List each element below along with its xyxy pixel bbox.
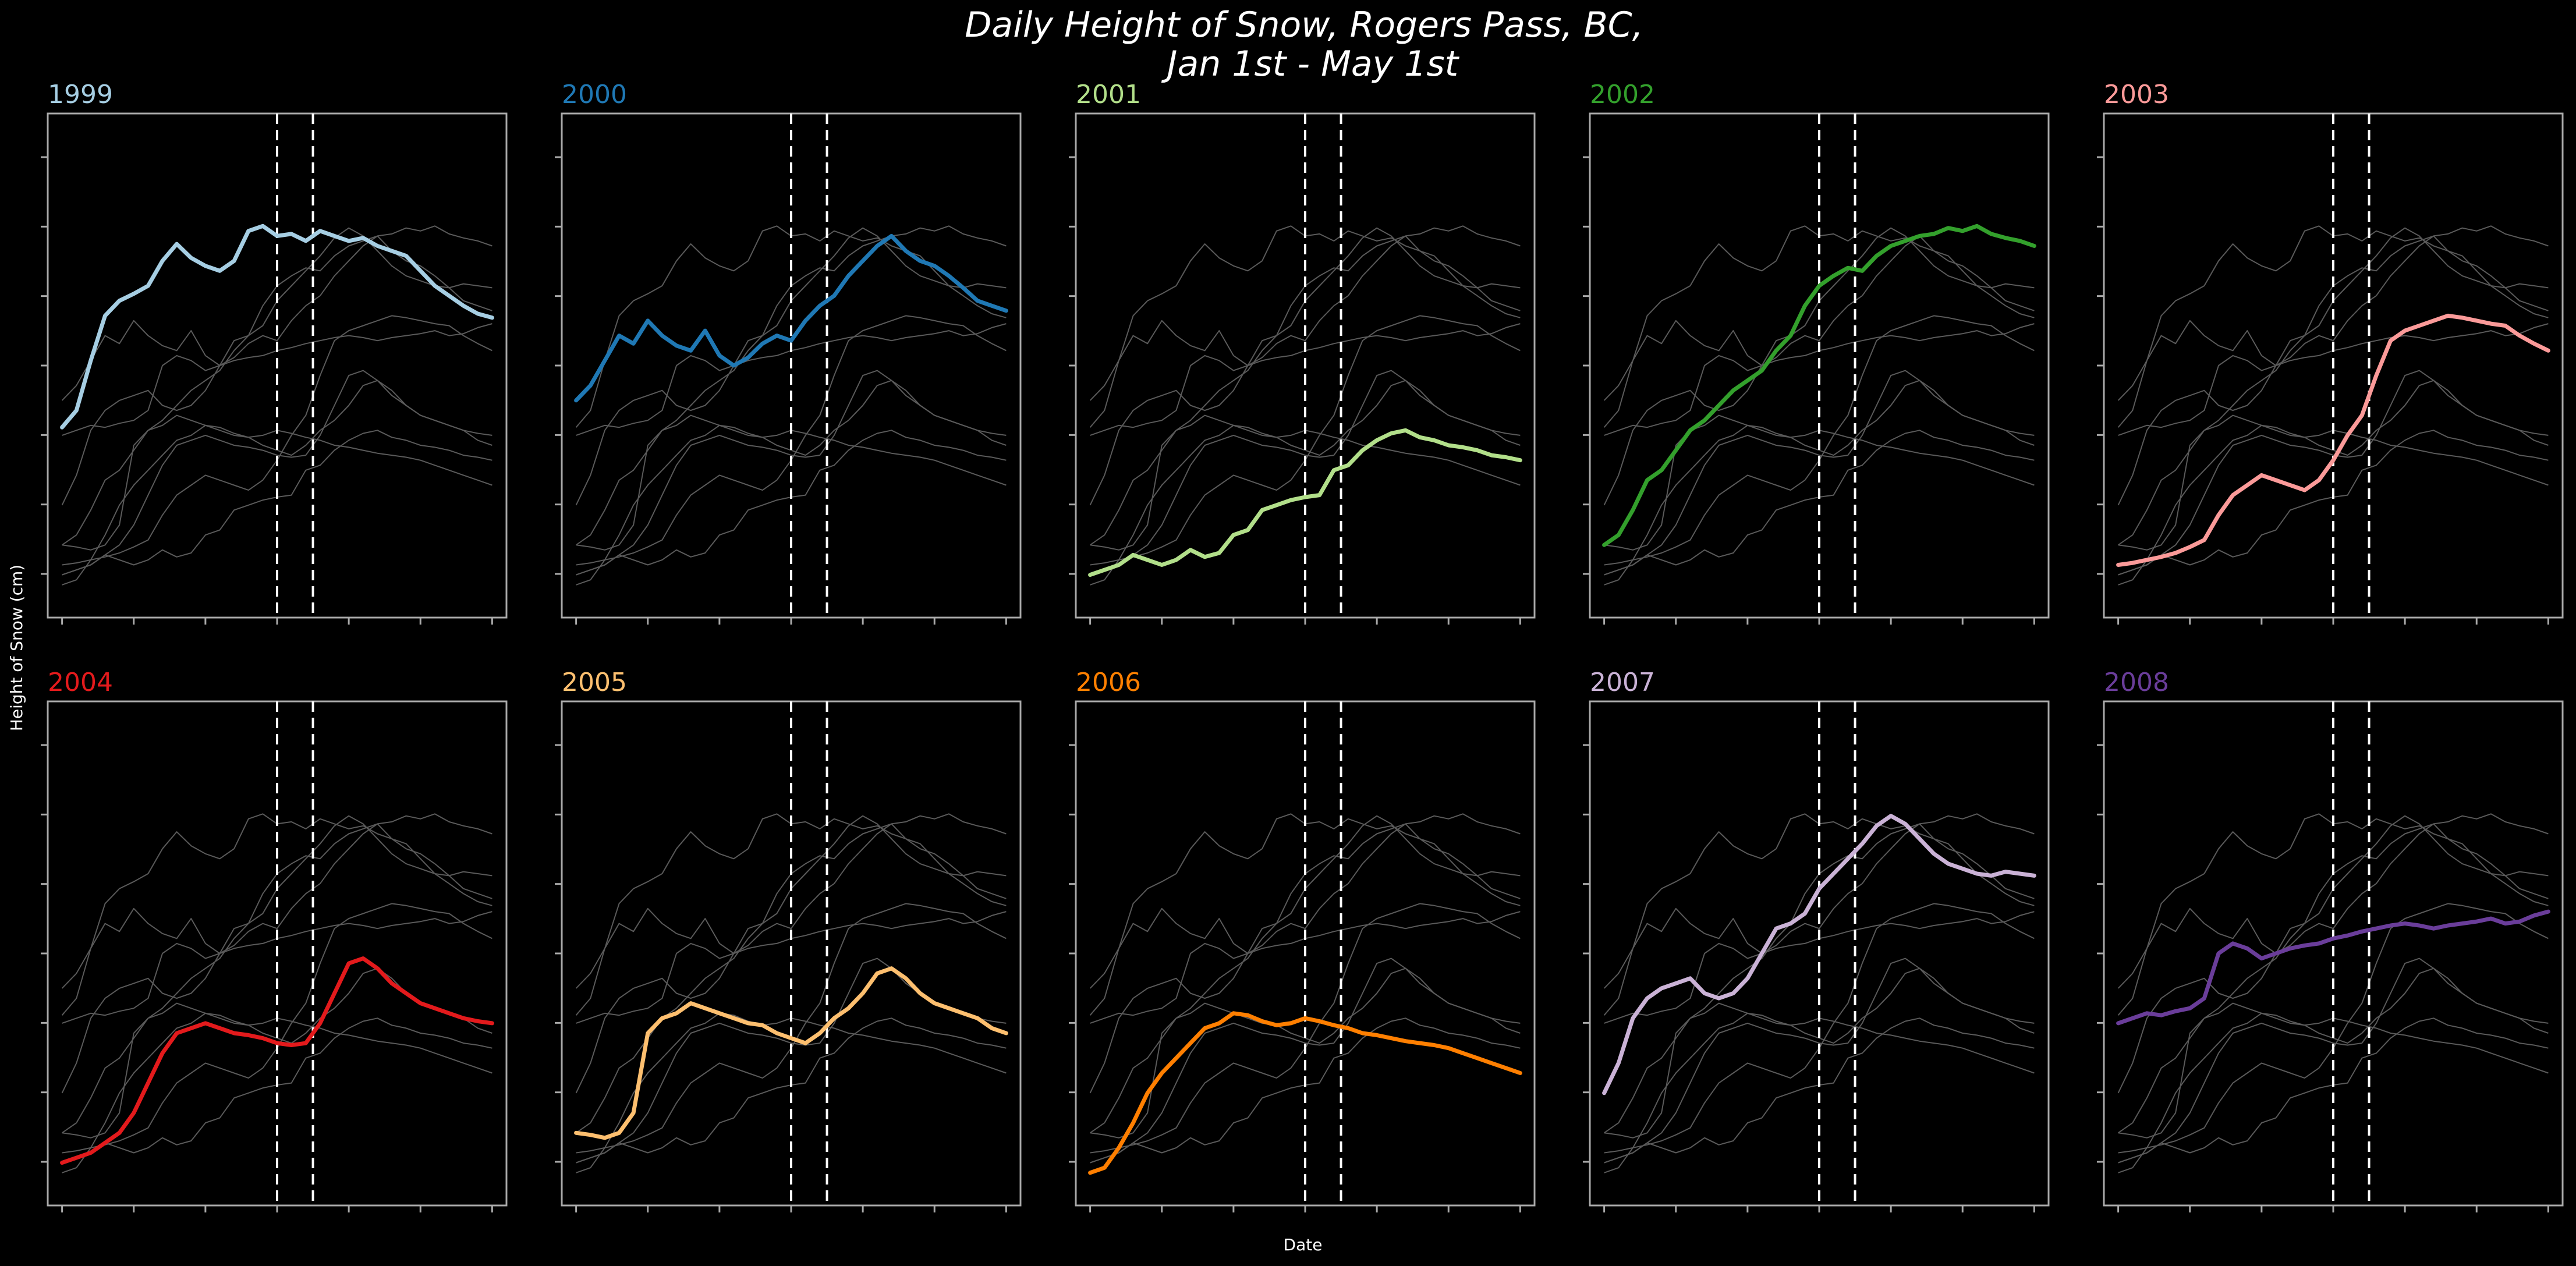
series-line-2008: [2116, 909, 2550, 1026]
panel-title-2003: 2003: [2104, 80, 2169, 109]
background-line-2005: [1604, 967, 2035, 1139]
panel-2002: 2002: [1583, 80, 2050, 625]
background-line-2000: [2117, 235, 2549, 401]
panel-2000: 2000: [555, 80, 1022, 625]
series-line-2007: [1602, 814, 2036, 1095]
series-line-2005: [574, 966, 1008, 1140]
background-line-2005: [62, 380, 492, 551]
background-line-2000: [575, 823, 1007, 989]
chart-title-line-2: Jan 1st - May 1st: [1161, 44, 1460, 84]
panel-title-2008: 2008: [2104, 668, 2169, 697]
background-line-2000: [1089, 235, 1521, 401]
panel-title-2007: 2007: [1590, 668, 1655, 697]
panel-2007: 2007: [1583, 668, 2050, 1212]
background-line-2005: [1604, 380, 2035, 551]
background-line-2000: [2117, 823, 2549, 989]
series-line-2001: [1088, 428, 1522, 577]
panel-2004: 2004: [41, 668, 508, 1212]
series-line-2000: [574, 233, 1008, 403]
series-line-1999: [60, 224, 494, 430]
panel-title-2001: 2001: [1076, 80, 1141, 109]
panel-2008: 2008: [2097, 668, 2564, 1212]
panel-title-2000: 2000: [562, 80, 627, 109]
background-line-2000: [1089, 823, 1521, 989]
series-line-2003: [2116, 313, 2550, 567]
chart-title-line-1: Daily Height of Snow, Rogers Pass, BC,: [965, 5, 1643, 45]
panel-title-2004: 2004: [48, 668, 113, 697]
panel-title-2005: 2005: [562, 668, 627, 697]
panel-2005: 2005: [555, 668, 1022, 1212]
y-axis-label: Height of Snow (cm): [7, 565, 26, 731]
background-line-2000: [61, 235, 492, 401]
panel-title-2006: 2006: [1076, 668, 1141, 697]
series-line-2002: [1602, 224, 2036, 547]
background-line-2005: [2118, 380, 2549, 551]
panel-title-2002: 2002: [1590, 80, 1655, 109]
panel-2006: 2006: [1069, 668, 1536, 1212]
background-line-2005: [1090, 380, 1521, 551]
background-line-2005: [1090, 967, 1521, 1139]
x-axis-label: Date: [1284, 1235, 1323, 1254]
background-line-2000: [1603, 235, 2035, 401]
small-multiples-grid: 1999 2000 2001 2002 2003 2004 2005 2006 2007 2008: [41, 80, 2564, 1212]
panel-2001: 2001: [1069, 80, 1536, 625]
background-line-2005: [2118, 967, 2549, 1139]
background-line-2005: [576, 380, 1007, 551]
background-line-2000: [61, 823, 492, 989]
panel-1999: 1999: [41, 80, 508, 625]
background-line-2000: [1603, 823, 2035, 989]
series-line-2004: [60, 956, 494, 1165]
panel-title-1999: 1999: [48, 80, 113, 109]
panel-2003: 2003: [2097, 80, 2564, 625]
series-line-2006: [1088, 1011, 1522, 1175]
